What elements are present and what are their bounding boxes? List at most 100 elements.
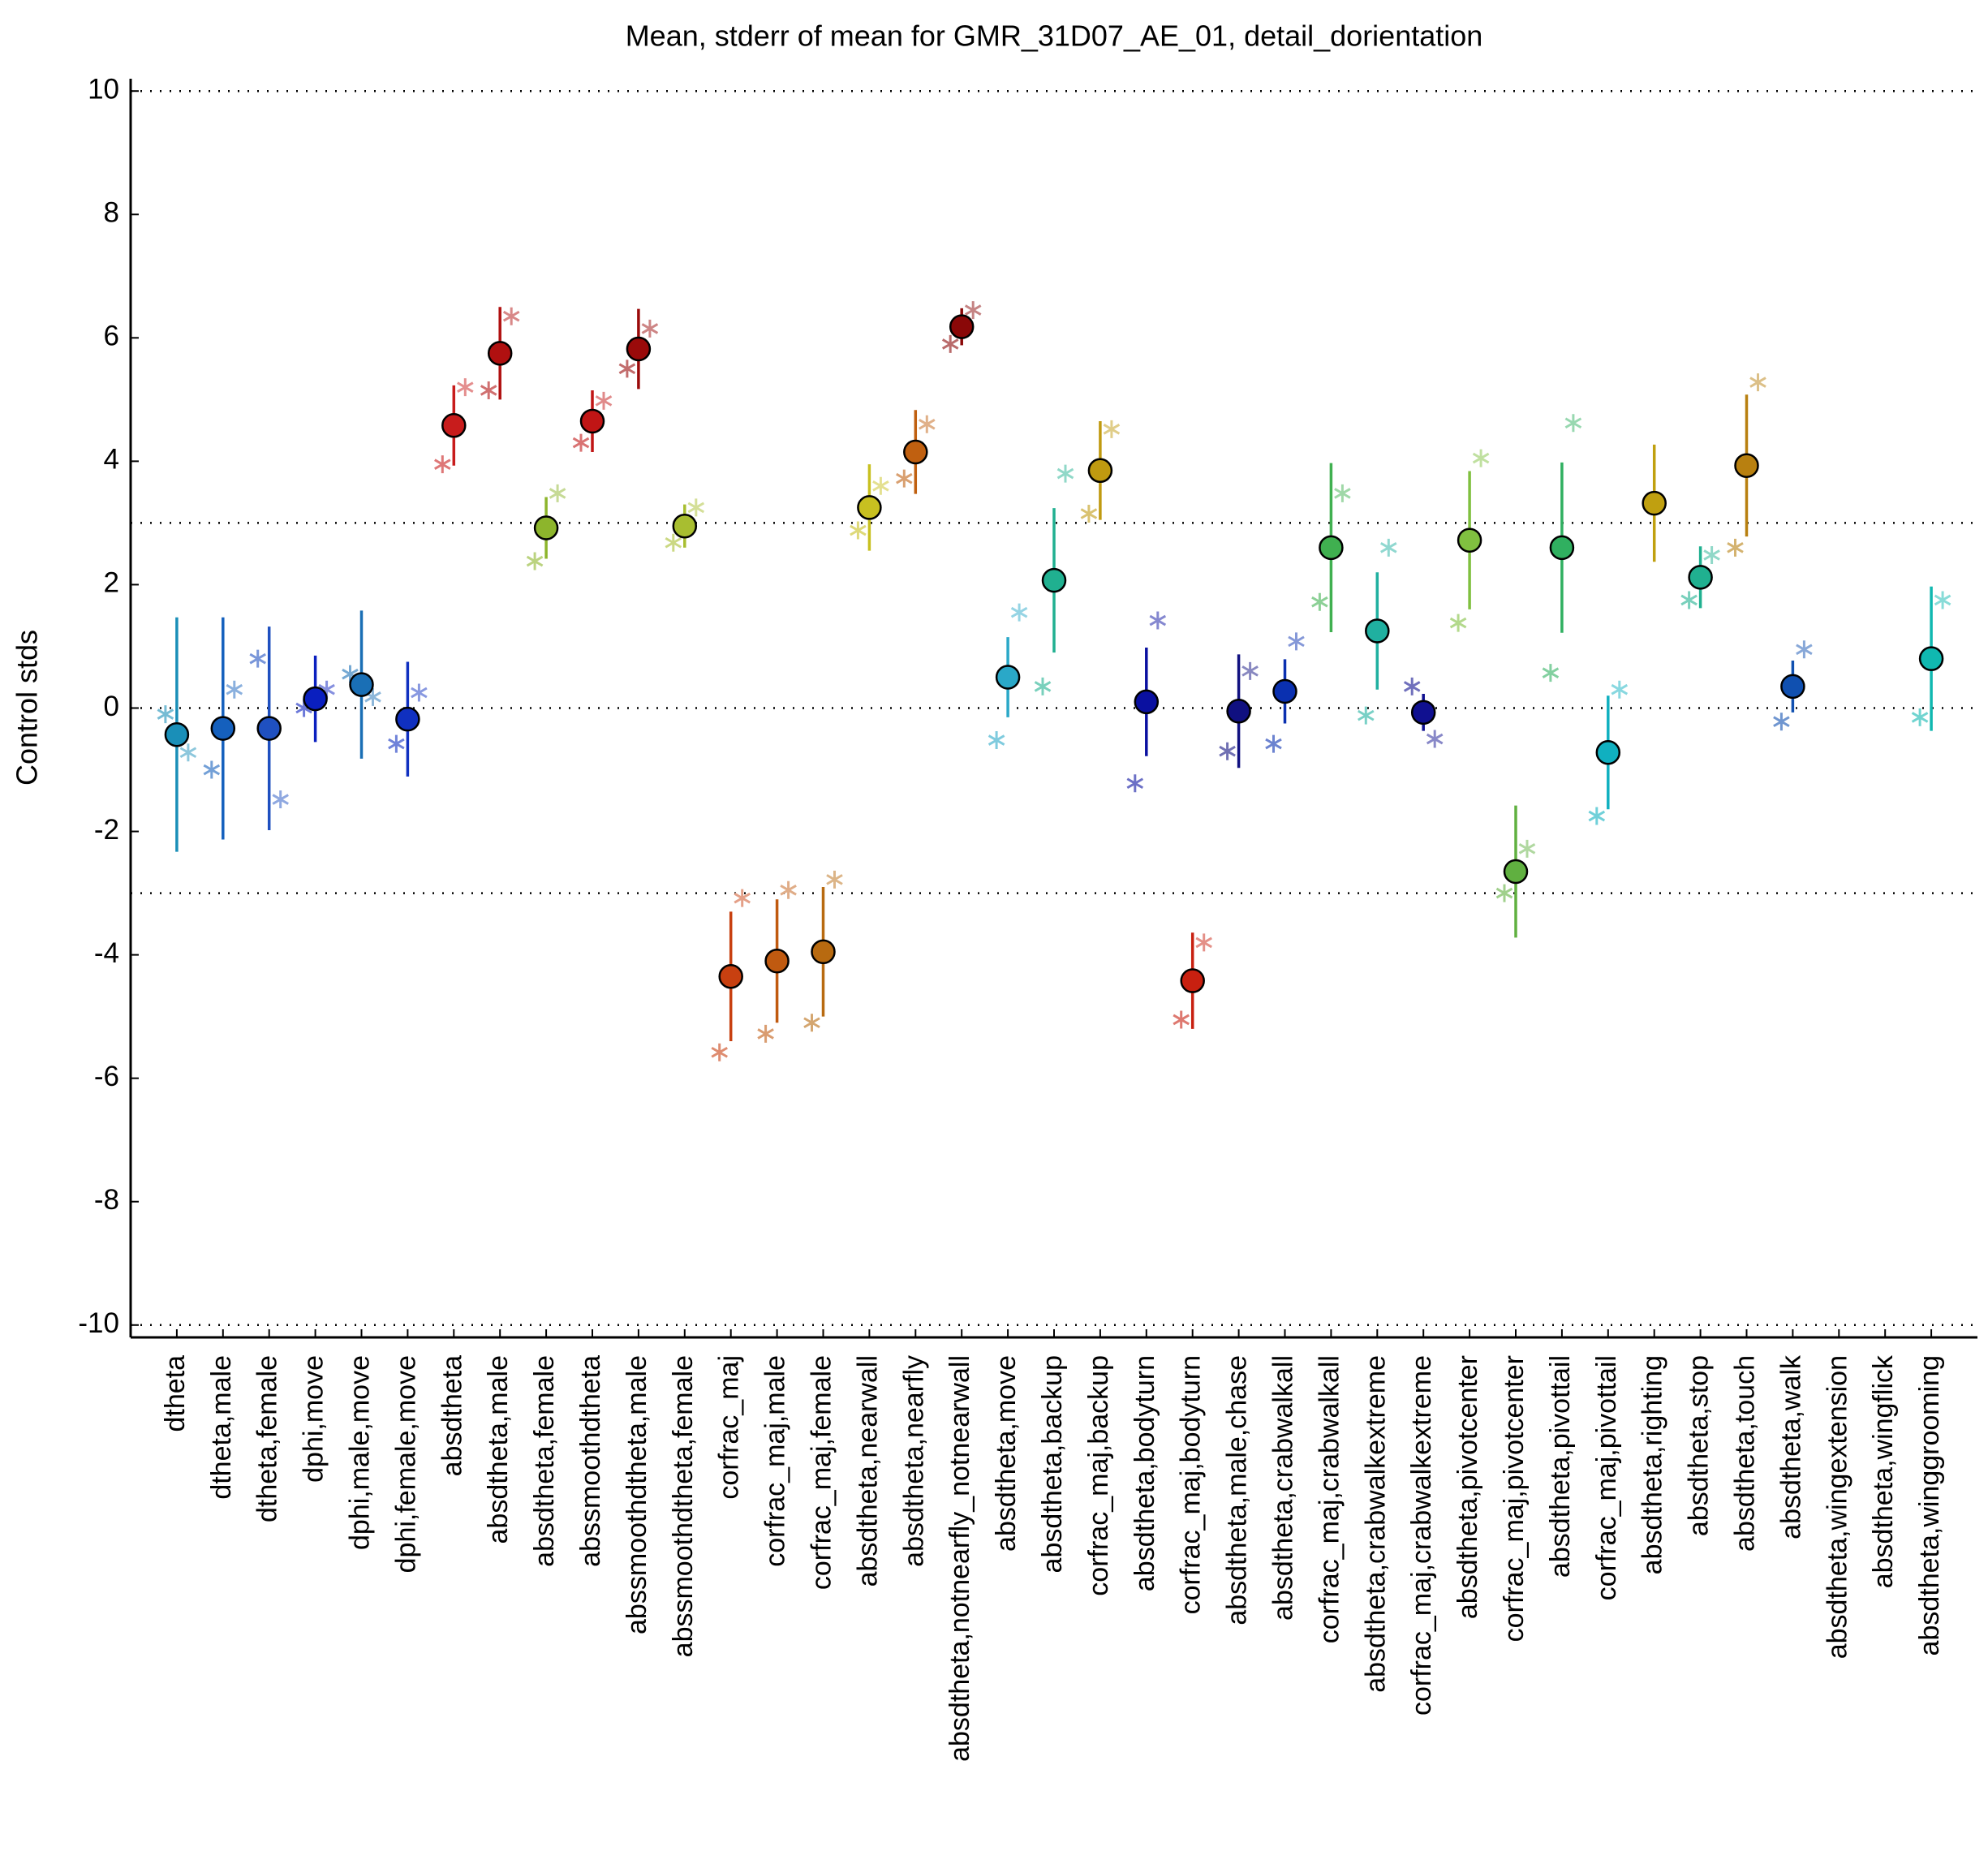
mean-marker — [903, 439, 928, 465]
mean-marker — [349, 672, 374, 697]
left-marker — [157, 705, 174, 724]
right-marker — [1149, 611, 1167, 630]
mean-marker — [1642, 490, 1667, 516]
x-tick-label: absdtheta,touch — [1729, 1355, 1760, 1552]
right-marker — [1472, 449, 1490, 467]
mean-marker — [1503, 859, 1529, 885]
mean-marker — [1734, 453, 1759, 478]
y-tick-label: 2 — [104, 567, 119, 599]
left-marker — [1680, 591, 1698, 609]
mean-marker — [949, 314, 975, 339]
y-axis-label: Control stds — [11, 630, 44, 786]
right-marker — [780, 880, 797, 899]
mean-marker — [256, 716, 282, 741]
mean-marker — [533, 515, 559, 540]
x-tick-label: corfrac_maj,pivotcenter — [1499, 1355, 1530, 1642]
x-tick-label: dtheta,female — [252, 1355, 283, 1522]
right-marker — [179, 743, 197, 762]
x-tick-label: absdtheta,female — [529, 1355, 560, 1567]
x-tick-label: dtheta — [160, 1355, 191, 1432]
y-tick-label: 10 — [88, 73, 119, 105]
mean-marker — [210, 716, 236, 741]
x-tick-label: absdtheta,wingflick — [1868, 1354, 1899, 1588]
left-marker — [1911, 708, 1929, 726]
x-tick-label: absdtheta,crabwalkextreme — [1360, 1355, 1391, 1693]
y-tick-label: -10 — [78, 1307, 119, 1339]
y-tick-label: -8 — [94, 1184, 119, 1216]
x-tick-label: absdtheta,walk — [1775, 1354, 1806, 1539]
x-tick-label: absdtheta,pivotcenter — [1452, 1355, 1483, 1619]
left-marker — [757, 1024, 774, 1043]
right-marker — [1010, 603, 1028, 622]
x-tick-label: absdtheta,backup — [1037, 1355, 1068, 1573]
mean-marker — [1041, 567, 1067, 593]
x-tick-label: corfrac_maj — [714, 1355, 745, 1500]
y-tick-label: 8 — [104, 197, 119, 229]
x-tick-label: dphi,female,move — [390, 1355, 421, 1573]
right-marker — [457, 378, 474, 397]
right-marker — [1334, 484, 1351, 502]
x-tick-label: absdtheta,crabwalkall — [1267, 1355, 1298, 1621]
x-tick-label: abssmoothdtheta,female — [668, 1355, 699, 1657]
left-marker — [896, 469, 913, 488]
mean-marker — [857, 495, 882, 520]
left-marker — [1727, 538, 1744, 557]
left-marker — [480, 381, 497, 399]
mean-marker — [1087, 458, 1113, 484]
left-marker — [1449, 614, 1467, 632]
x-tick-label: absdtheta,nearwall — [852, 1355, 883, 1587]
right-marker — [1426, 730, 1444, 748]
y-tick-label: 4 — [104, 444, 119, 476]
mean-marker — [672, 513, 698, 539]
left-marker — [1219, 742, 1236, 760]
right-marker — [919, 415, 936, 433]
mean-marker — [1780, 674, 1805, 700]
x-tick-label: corfrac_maj,pivottail — [1591, 1355, 1622, 1600]
right-marker — [1564, 414, 1582, 433]
mean-marker — [1180, 968, 1205, 993]
x-tick-label: absdtheta,righting — [1637, 1355, 1668, 1574]
right-marker — [1103, 420, 1121, 438]
x-tick-label: dtheta,male — [206, 1355, 237, 1500]
left-marker — [1495, 884, 1513, 902]
mean-marker — [1365, 618, 1390, 644]
left-marker — [1311, 592, 1328, 611]
left-marker — [941, 334, 959, 353]
x-tick-label: absdtheta,bodyturn — [1130, 1355, 1160, 1591]
y-tick-label: -4 — [94, 937, 119, 969]
left-marker — [572, 433, 590, 452]
mean-marker — [1918, 646, 1944, 671]
mean-marker — [164, 721, 190, 747]
x-tick-label: absdtheta,move — [991, 1355, 1022, 1552]
left-marker — [388, 734, 405, 753]
right-marker — [641, 319, 659, 338]
right-marker — [1241, 661, 1259, 680]
right-marker — [1288, 632, 1305, 651]
x-tick-label: corfrac_maj,backup — [1083, 1355, 1114, 1596]
x-tick-label: absdtheta — [437, 1355, 467, 1476]
right-marker — [549, 484, 566, 502]
right-marker — [226, 680, 243, 699]
left-marker — [665, 533, 682, 552]
mean-marker — [1457, 527, 1482, 553]
mean-marker — [1134, 689, 1160, 715]
left-marker — [1588, 807, 1606, 825]
mean-marker — [441, 413, 467, 438]
left-marker — [203, 760, 221, 779]
right-marker — [1934, 591, 1951, 609]
mean-marker — [1410, 700, 1436, 725]
y-tick-label: -2 — [94, 814, 119, 846]
x-tick-label: abssmoothdtheta,male — [622, 1355, 652, 1634]
x-tick-label: dphi,male,move — [344, 1355, 375, 1550]
x-tick-label: dphi,move — [299, 1355, 329, 1483]
right-marker — [872, 476, 889, 495]
x-tick-label: absdtheta,male — [483, 1355, 514, 1544]
right-marker — [1195, 933, 1212, 952]
mean-marker — [811, 939, 836, 965]
x-tick-label: corfrac_maj,female — [806, 1355, 837, 1590]
right-marker — [595, 391, 613, 410]
right-marker — [734, 889, 751, 907]
x-tick-label: absdtheta,winggrooming — [1914, 1355, 1945, 1655]
right-marker — [1796, 640, 1813, 659]
mean-marker — [1688, 565, 1713, 590]
